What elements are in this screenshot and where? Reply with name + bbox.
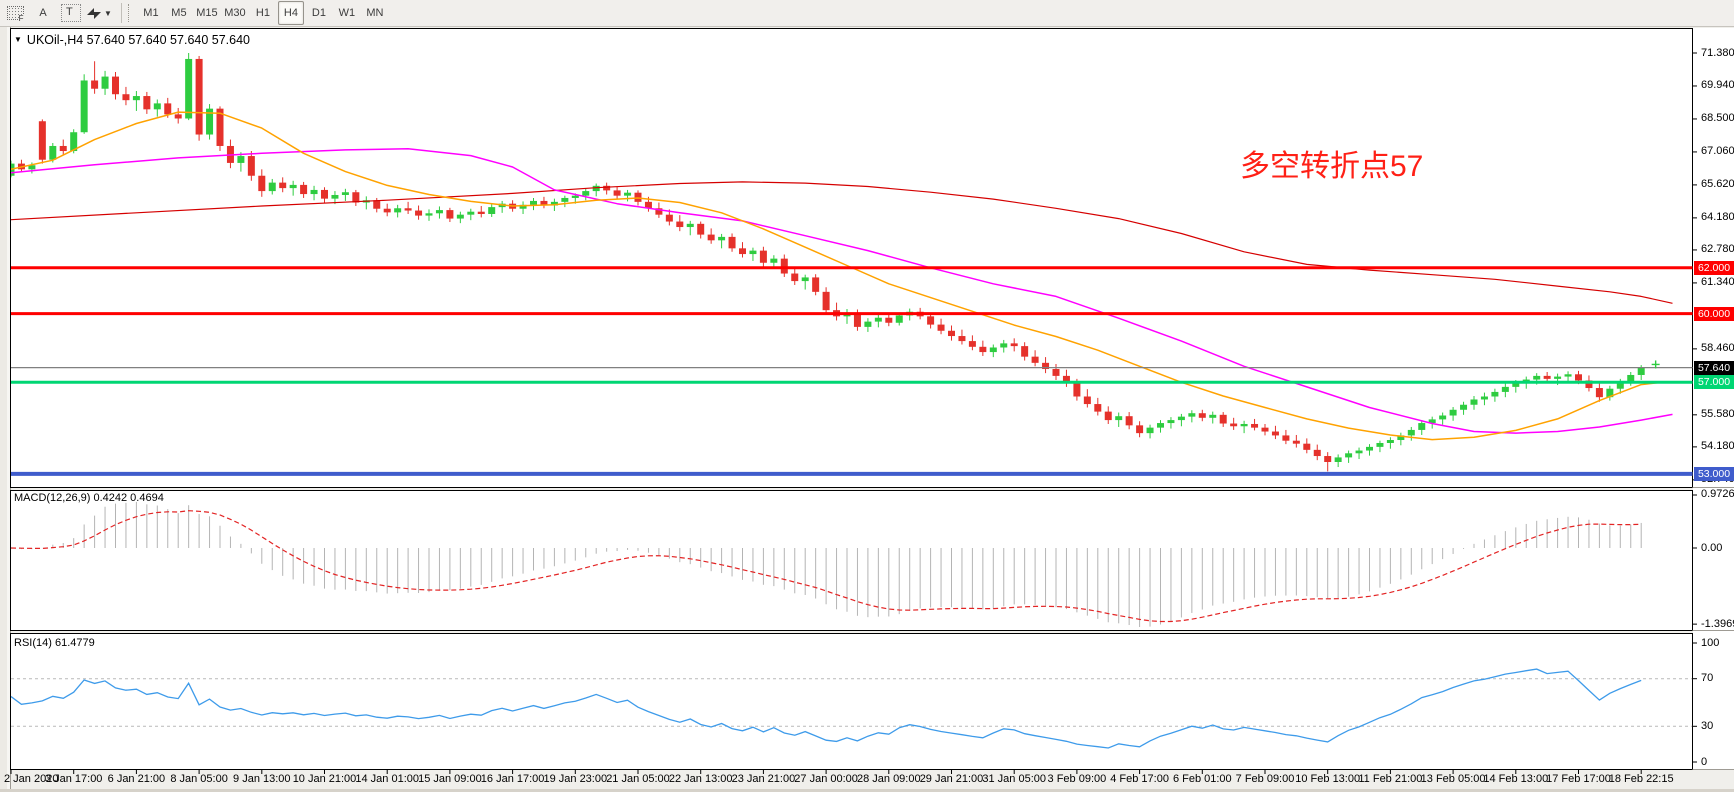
axis-background: [1693, 28, 1734, 770]
timeframe-group: M1 M5 M15 M30 H1 H4 D1 W1 MN: [138, 1, 388, 25]
arrows-tool-button[interactable]: ▼: [86, 1, 113, 25]
timeframe-button-d1[interactable]: D1: [311, 7, 326, 19]
arrow-down-icon: [94, 11, 101, 19]
timeframe-button-m30[interactable]: M30: [224, 7, 246, 19]
timeframe-button-w1[interactable]: W1: [338, 7, 356, 19]
toolbar-separator: [120, 3, 122, 23]
timeframe-button-m1[interactable]: M1: [143, 7, 159, 19]
toolbar: F A T ▼ M1 M5 M15 M30 H1 H4 D1 W1 MN: [0, 0, 1734, 27]
grid-icon: F: [6, 6, 24, 23]
rsi-panel-plot[interactable]: [10, 633, 1693, 770]
grid-f-tool-button[interactable]: F: [2, 1, 28, 25]
arrow-up-icon: [87, 7, 94, 15]
timeframe-button-h4[interactable]: H4: [277, 1, 304, 25]
timeframe-button-m15[interactable]: M15: [196, 7, 218, 19]
ma-fast-orange: [11, 111, 1663, 441]
rsi-line: [11, 668, 1642, 749]
text-t-tool-button[interactable]: T: [58, 1, 84, 25]
toolbar-grip[interactable]: [127, 4, 132, 22]
timeframe-button-mn[interactable]: MN: [366, 7, 384, 19]
dropdown-caret-icon: ▼: [104, 8, 112, 18]
text-a-tool-button[interactable]: A: [39, 7, 47, 19]
bottom-window-edge: [0, 789, 1734, 792]
macd-panel-plot[interactable]: [10, 490, 1693, 631]
timeframe-button-h1[interactable]: H1: [255, 7, 270, 19]
timeframe-button-m5[interactable]: M5: [171, 7, 187, 19]
main-chart-plot[interactable]: [10, 28, 1693, 488]
ma-slow-red: [11, 181, 1673, 304]
macd-series: [11, 501, 1642, 627]
